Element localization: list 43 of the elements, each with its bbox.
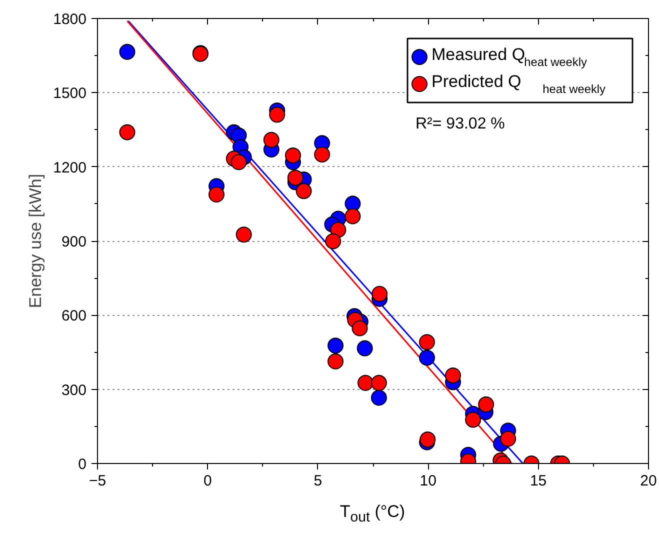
point (356, 340, 373, 356)
point (269, 106, 286, 123)
point (236, 226, 252, 243)
point (230, 154, 247, 170)
x-tick-label: 10 (420, 472, 436, 490)
y-axis-title: Energy use [kWh] (26, 174, 46, 308)
point (419, 350, 435, 366)
point (370, 374, 387, 391)
point (419, 334, 435, 350)
y-tick-label: 1500 (53, 85, 87, 102)
point (358, 374, 374, 391)
annotation: R²= 93.02 % (416, 116, 505, 132)
point (328, 353, 344, 370)
x-tick-label: 20 (640, 472, 657, 490)
point (344, 208, 361, 224)
point (287, 170, 304, 186)
y-tick-label: 0 (78, 456, 86, 473)
point (119, 44, 136, 60)
point (372, 286, 388, 302)
y-tick-label: 300 (61, 382, 87, 399)
x-tick-label: 5 (314, 472, 322, 490)
point (478, 396, 494, 412)
x-tick-label: −5 (88, 472, 106, 490)
point (500, 430, 516, 447)
point (328, 338, 344, 354)
x-tick-label: 15 (530, 472, 547, 490)
point (119, 124, 136, 140)
point (352, 320, 368, 336)
x-tick-label: 0 (204, 472, 212, 490)
y-tick-label: 900 (61, 234, 87, 250)
point (370, 390, 387, 406)
point (325, 233, 342, 250)
point (314, 146, 330, 162)
point (465, 412, 482, 428)
y-tick-label: 1200 (53, 159, 87, 176)
y-tick-label: 1800 (53, 11, 87, 28)
point (208, 186, 225, 203)
x-axis-title: T$_{out}$ (°C) (340, 501, 406, 528)
point (296, 183, 312, 200)
point (284, 147, 301, 164)
y-tick-label: 600 (61, 308, 87, 325)
point (263, 132, 280, 148)
point (445, 368, 462, 384)
